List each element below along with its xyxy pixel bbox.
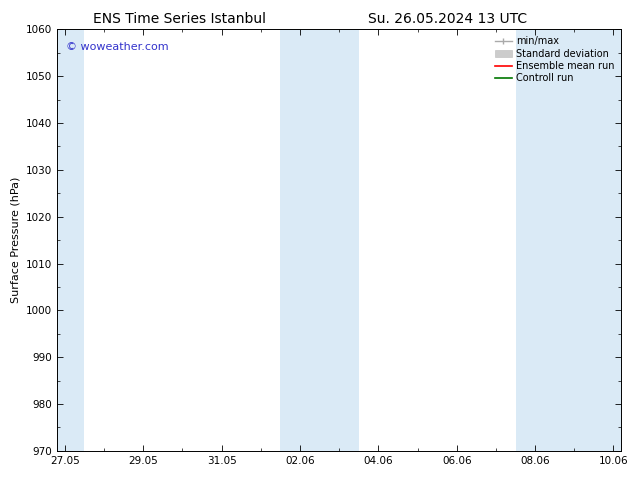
Text: Su. 26.05.2024 13 UTC: Su. 26.05.2024 13 UTC [368,12,527,26]
Bar [515,29,621,451]
Text: © woweather.com: © woweather.com [65,42,168,52]
Bar [280,29,359,451]
Bar [57,29,84,451]
Legend: min/max, Standard deviation, Ensemble mean run, Controll run: min/max, Standard deviation, Ensemble me… [493,34,616,85]
Text: ENS Time Series Istanbul: ENS Time Series Istanbul [93,12,266,26]
Y-axis label: Surface Pressure (hPa): Surface Pressure (hPa) [10,177,20,303]
